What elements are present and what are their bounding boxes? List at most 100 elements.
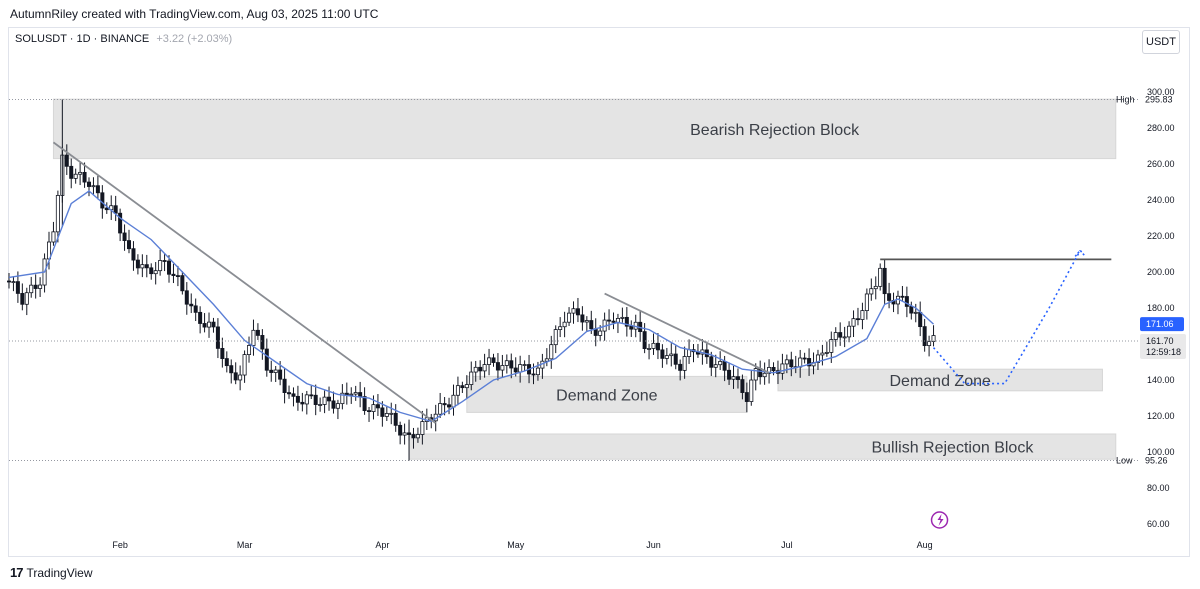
x-tick-label: Jul: [781, 540, 793, 550]
candle-body: [735, 376, 740, 380]
candle-body: [860, 310, 865, 320]
candle-body: [207, 321, 212, 328]
y-tick-label: 120.00: [1147, 411, 1175, 421]
symbol-name: SOLUSDT · 1D · BINANCE: [15, 33, 150, 45]
candle-body: [464, 384, 469, 389]
candle-body: [135, 259, 140, 269]
candle-body: [469, 371, 474, 385]
y-tick-label: 240.00: [1147, 195, 1175, 205]
candle-body: [535, 367, 540, 376]
y-tick-label: 200.00: [1147, 267, 1175, 277]
candle-body: [95, 185, 100, 194]
projection-path: [932, 250, 1081, 385]
candle-body: [869, 288, 874, 295]
candle-body: [531, 373, 536, 376]
candle-body: [824, 351, 829, 354]
event-lightning-icon[interactable]: [930, 511, 949, 529]
y-tick-label: 220.00: [1147, 231, 1175, 241]
candle-body: [202, 323, 207, 328]
candle-body: [909, 306, 914, 314]
candle-body: [913, 311, 918, 314]
zone-box-1[interactable]: [466, 375, 748, 413]
candle-body: [51, 231, 56, 243]
ema-line[interactable]: [8, 190, 934, 423]
low-tag-value: 95.26: [1145, 456, 1168, 466]
trendline-1[interactable]: [604, 292, 770, 374]
candle-body: [82, 171, 87, 183]
candle-body: [851, 318, 856, 327]
candle-body: [749, 379, 754, 402]
candle-body: [447, 404, 452, 408]
x-tick-label: May: [507, 540, 525, 550]
candle-body: [669, 353, 674, 357]
candle-body: [442, 403, 447, 406]
y-tick-label: 60.00: [1147, 519, 1170, 529]
ema-price-value: 171.06: [1146, 319, 1174, 329]
trendline-0[interactable]: [52, 141, 437, 424]
y-tick-label: 260.00: [1147, 159, 1175, 169]
author-line: AutumnRiley created with TradingView.com…: [10, 7, 379, 21]
candle-body: [651, 342, 656, 349]
candle-body: [589, 320, 594, 330]
candle-body: [882, 267, 887, 295]
currency-button[interactable]: USDT: [1142, 30, 1180, 54]
candle-body: [642, 331, 647, 349]
candle-body: [722, 361, 727, 371]
candle-body: [709, 356, 714, 368]
candle-body: [682, 356, 687, 371]
candle-body: [87, 181, 92, 187]
candle-body: [371, 404, 376, 412]
candle-body: [255, 329, 260, 336]
candle-body: [291, 393, 296, 397]
candle-body: [887, 293, 892, 301]
candle-body: [500, 365, 505, 371]
candle-body: [287, 392, 292, 395]
zone-label-3: Bullish Rejection Block: [871, 440, 1034, 457]
candle-body: [660, 349, 665, 359]
candle-body: [504, 360, 509, 366]
x-tick-label: Apr: [375, 540, 389, 550]
high-tag-value: 295.83: [1145, 95, 1173, 105]
candle-body: [349, 393, 354, 396]
candle-body: [611, 320, 616, 323]
candle-body: [33, 284, 38, 289]
candle-body: [460, 385, 465, 389]
candle-body: [567, 312, 572, 323]
candle-body: [624, 316, 629, 327]
candle-body: [189, 303, 194, 307]
candle-body: [455, 385, 460, 396]
candle-body: [922, 326, 927, 347]
high-tag-label: High: [1116, 95, 1135, 105]
candle-body: [878, 267, 883, 287]
candle-body: [282, 378, 287, 393]
candle-body: [358, 392, 363, 397]
candle-body: [180, 275, 185, 292]
candle-body: [313, 394, 318, 405]
candle-body: [184, 290, 189, 305]
zone-box-0[interactable]: [52, 98, 1117, 160]
candle-body: [295, 395, 300, 403]
candle-body: [78, 171, 83, 175]
candle-body: [904, 296, 909, 307]
candle-body: [491, 357, 496, 363]
candle-body: [815, 354, 820, 363]
candle-body: [300, 401, 305, 405]
candle-body: [264, 348, 269, 371]
candle-body: [509, 360, 514, 369]
candle-body: [273, 369, 278, 373]
candle-body: [549, 344, 554, 360]
y-tick-label: 100.00: [1147, 447, 1175, 457]
candle-body: [73, 173, 78, 179]
x-tick-label: Feb: [112, 540, 128, 550]
symbol-legend[interactable]: SOLUSDT · 1D · BINANCE +3.22 (+2.03%): [15, 33, 232, 45]
candle-body: [38, 284, 43, 289]
tradingview-brand[interactable]: 17 TradingView: [10, 565, 93, 580]
candle-body: [149, 267, 154, 275]
candle-body: [362, 396, 367, 412]
candle-body: [655, 342, 660, 351]
candle-body: [144, 264, 149, 269]
candle-body: [260, 335, 265, 350]
candle-body: [229, 365, 234, 374]
candle-body: [647, 348, 652, 350]
